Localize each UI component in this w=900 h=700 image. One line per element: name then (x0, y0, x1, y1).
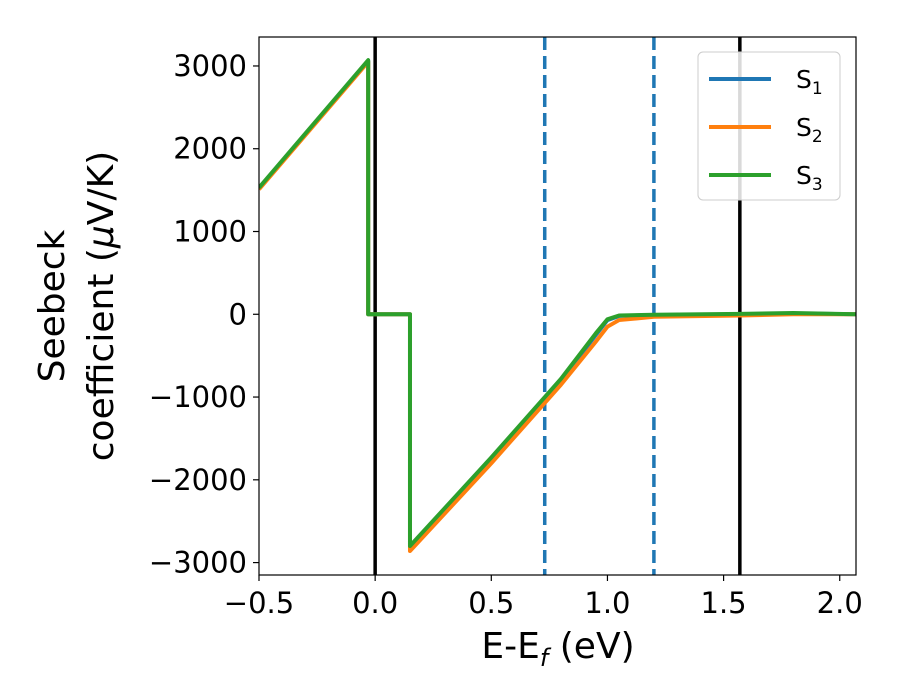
x-tick-label: 2.0 (817, 586, 863, 620)
y-axis-label-line2: coefficient (μV/K) (81, 151, 122, 461)
y-axis-label-line1: Seebeck (32, 229, 73, 382)
x-axis: −0.5 0.0 0.5 1.0 1.5 2.0 (224, 575, 863, 620)
legend-label-s1: S1 (796, 65, 823, 99)
y-tick-label: −1000 (149, 380, 247, 414)
x-tick-label: 1.0 (584, 586, 630, 620)
plot-frame (258, 36, 857, 576)
y-tick-label: 3000 (173, 49, 247, 83)
legend: S1 S2 S3 (697, 51, 841, 201)
y-tick-label: −3000 (149, 546, 247, 580)
series-lines (259, 58, 856, 553)
legend-label-s3: S3 (796, 161, 823, 195)
y-tick-label: 1000 (173, 215, 247, 249)
legend-label-s2: S2 (796, 113, 823, 147)
y-tick-label: 2000 (173, 132, 247, 166)
x-axis-label: E-Ef (eV) (481, 626, 634, 672)
series-line-s3 (259, 58, 856, 549)
x-tick-label: −0.5 (224, 586, 294, 620)
y-axis-label: Seebeck coefficient (μV/K) (32, 151, 122, 461)
reference-lines (373, 37, 742, 575)
y-axis: 3000 2000 1000 0 −1000 −2000 −3000 (149, 49, 259, 580)
y-tick-label: −2000 (149, 463, 247, 497)
x-tick-label: 1.5 (701, 586, 747, 620)
x-tick-label: 0.0 (352, 586, 398, 620)
y-tick-label: 0 (229, 297, 247, 331)
x-tick-label: 0.5 (468, 586, 514, 620)
